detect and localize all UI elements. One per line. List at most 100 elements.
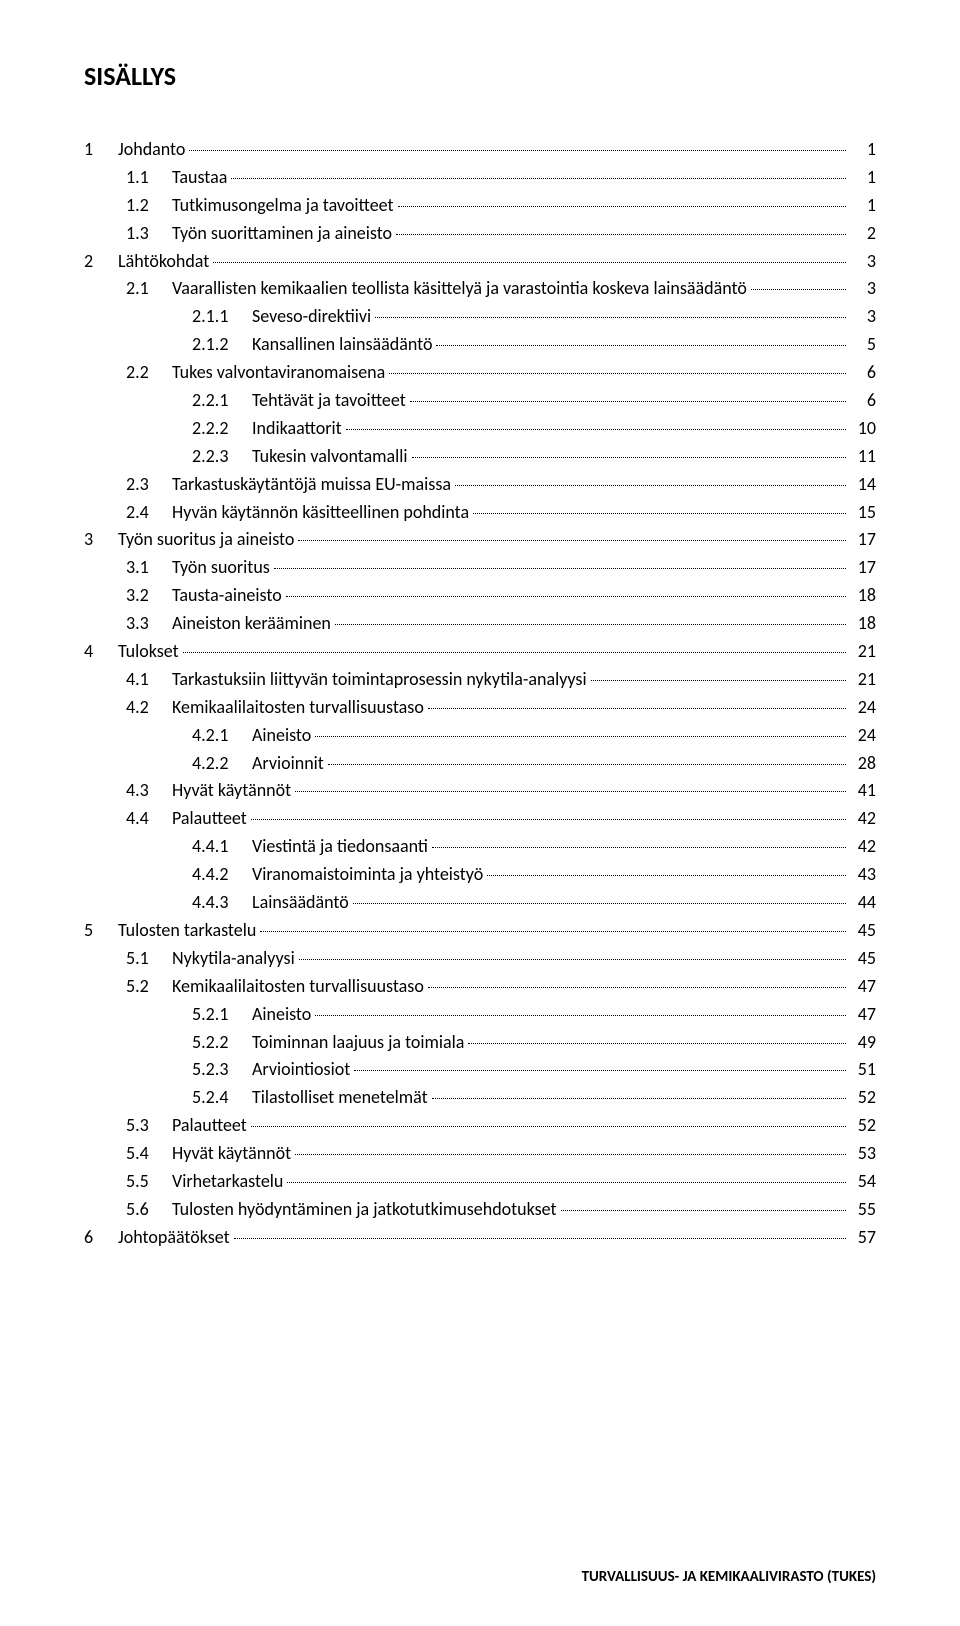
toc-page: 15 xyxy=(850,499,876,527)
toc-row: 4.2.2Arvioinnit28 xyxy=(84,750,876,778)
toc-label: Tulosten hyödyntäminen ja jatkotutkimuse… xyxy=(172,1196,557,1224)
toc-leader xyxy=(487,875,846,876)
toc-label: Viestintä ja tiedonsaanti xyxy=(252,833,428,861)
toc-leader xyxy=(473,513,846,514)
toc-page: 51 xyxy=(850,1056,876,1084)
toc-leader xyxy=(315,736,846,737)
page-footer: TURVALLISUUS- JA KEMIKAALIVIRASTO (TUKES… xyxy=(84,1528,876,1586)
toc-page: 1 xyxy=(850,192,876,220)
toc-number: 2.4 xyxy=(126,499,164,527)
toc-number: 1.1 xyxy=(126,164,164,192)
toc-label: Kemikaalilaitosten turvallisuustaso xyxy=(172,694,424,722)
toc-leader xyxy=(287,1182,846,1183)
toc-page: 42 xyxy=(850,833,876,861)
toc-label: Hyvät käytännöt xyxy=(172,1140,291,1168)
toc-number: 1.2 xyxy=(126,192,164,220)
toc-page: 1 xyxy=(850,136,876,164)
toc-page: 10 xyxy=(850,415,876,443)
toc-number: 5.1 xyxy=(126,945,164,973)
toc-label: Vaarallisten kemikaalien teollista käsit… xyxy=(172,275,747,303)
toc-row: 1.2 Tutkimusongelma ja tavoitteet 1 xyxy=(84,192,876,220)
toc-label: Tarkastuskäytäntöjä muissa EU-maissa xyxy=(172,471,451,499)
toc-page: 42 xyxy=(850,805,876,833)
toc-leader xyxy=(353,903,846,904)
toc-page: 44 xyxy=(850,889,876,917)
toc-leader xyxy=(189,150,846,151)
toc-leader xyxy=(398,206,846,207)
toc-number: 5 xyxy=(84,917,110,945)
toc-page: 3 xyxy=(850,303,876,331)
toc-label: Tukesin valvontamalli xyxy=(252,443,408,471)
toc-leader xyxy=(346,429,846,430)
toc-leader xyxy=(251,819,846,820)
toc-page: 54 xyxy=(850,1168,876,1196)
toc-label: Taustaa xyxy=(172,164,227,192)
toc-label: Tilastolliset menetelmät xyxy=(252,1084,428,1112)
toc-row: 3.3Aineiston kerääminen18 xyxy=(84,610,876,638)
page-title: SISÄLLYS xyxy=(84,60,876,92)
toc-page: 24 xyxy=(850,694,876,722)
toc-leader xyxy=(432,847,846,848)
toc-label: Lähtökohdat xyxy=(118,248,209,276)
toc-label: Toiminnan laajuus ja toimiala xyxy=(252,1029,464,1057)
toc-label: Työn suoritus xyxy=(172,554,270,582)
toc-label: Tulokset xyxy=(118,638,179,666)
toc-row: 5Tulosten tarkastelu45 xyxy=(84,917,876,945)
toc-number: 5.3 xyxy=(126,1112,164,1140)
toc-label: Arviointiosiot xyxy=(252,1056,350,1084)
toc-number: 2.2.1 xyxy=(192,387,244,415)
toc-label: Aineisto xyxy=(252,1001,311,1029)
toc-number: 5.5 xyxy=(126,1168,164,1196)
toc-row: 5.2.1Aineisto47 xyxy=(84,1001,876,1029)
toc-label: Lainsäädäntö xyxy=(252,889,349,917)
toc-row: 3.1Työn suoritus17 xyxy=(84,554,876,582)
toc-leader xyxy=(286,596,846,597)
toc-row: 4.4.3Lainsäädäntö44 xyxy=(84,889,876,917)
toc-number: 2.3 xyxy=(126,471,164,499)
toc-row: 4.3Hyvät käytännöt41 xyxy=(84,777,876,805)
toc-number: 4.2.2 xyxy=(192,750,244,778)
toc-number: 2.2.3 xyxy=(192,443,244,471)
toc-label: Tutkimusongelma ja tavoitteet xyxy=(172,192,394,220)
toc-row: 5.2.4Tilastolliset menetelmät52 xyxy=(84,1084,876,1112)
toc-row: 5.4Hyvät käytännöt53 xyxy=(84,1140,876,1168)
toc-label: Johtopäätökset xyxy=(118,1224,230,1252)
toc-leader xyxy=(295,1154,846,1155)
toc-page: 28 xyxy=(850,750,876,778)
toc-leader xyxy=(428,987,846,988)
toc-number: 4.1 xyxy=(126,666,164,694)
toc-row: 5.2.2Toiminnan laajuus ja toimiala49 xyxy=(84,1029,876,1057)
toc-row: 2.1.2Kansallinen lainsäädäntö5 xyxy=(84,331,876,359)
toc-page: 6 xyxy=(850,359,876,387)
toc-page: 14 xyxy=(850,471,876,499)
toc-row: 5.6 Tulosten hyödyntäminen ja jatkotutkim… xyxy=(84,1196,876,1224)
toc-page: 18 xyxy=(850,610,876,638)
toc-page: 21 xyxy=(850,638,876,666)
toc-row: 4.4Palautteet42 xyxy=(84,805,876,833)
toc-number: 5.2.4 xyxy=(192,1084,244,1112)
toc-leader xyxy=(389,373,846,374)
toc-label: Tarkastuksiin liittyvän toimintaprosessi… xyxy=(172,666,587,694)
toc-number: 5.2.3 xyxy=(192,1056,244,1084)
toc-page: 45 xyxy=(850,917,876,945)
toc-page: 3 xyxy=(850,275,876,303)
toc-row: 5.3Palautteet52 xyxy=(84,1112,876,1140)
toc-leader xyxy=(234,1238,846,1239)
toc-number: 5.4 xyxy=(126,1140,164,1168)
toc-number: 4.4.2 xyxy=(192,861,244,889)
toc-number: 1.3 xyxy=(126,220,164,248)
toc-number: 3.1 xyxy=(126,554,164,582)
toc-row: 2.1Vaarallisten kemikaalien teollista kä… xyxy=(84,275,876,303)
toc-leader xyxy=(354,1070,846,1071)
toc-label: Työn suoritus ja aineisto xyxy=(118,526,294,554)
toc-page: 52 xyxy=(850,1112,876,1140)
toc-number: 5.6 xyxy=(126,1196,164,1224)
page: SISÄLLYS 1Johdanto11.1Taustaa11.2Tutkimu… xyxy=(0,0,960,1626)
toc-page: 55 xyxy=(850,1196,876,1224)
toc-number: 4.3 xyxy=(126,777,164,805)
toc-page: 47 xyxy=(850,1001,876,1029)
toc-leader xyxy=(455,485,846,486)
toc-leader xyxy=(260,931,846,932)
toc-row: 5.2Kemikaalilaitosten turvallisuustaso47 xyxy=(84,973,876,1001)
toc-row: 4.4.2Viranomaistoiminta ja yhteistyö43 xyxy=(84,861,876,889)
